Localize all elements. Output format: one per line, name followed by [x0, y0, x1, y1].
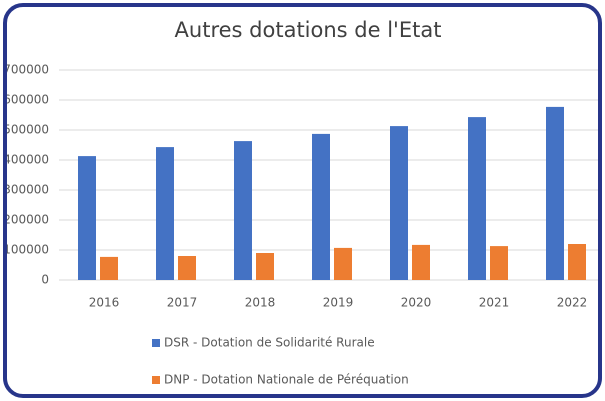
- x-tick-label: 2022: [557, 296, 588, 310]
- bar: [256, 253, 274, 280]
- bar: [490, 246, 508, 280]
- frame: [3, 3, 602, 398]
- y-tick-label: 200000: [3, 213, 49, 227]
- bar: [390, 126, 408, 280]
- y-tick-label: 700000: [3, 63, 49, 77]
- bar: [312, 133, 330, 280]
- x-tick-label: 2017: [167, 296, 198, 310]
- x-tick-label: 2019: [323, 296, 354, 310]
- legend-label: DSR - Dotation de Solidarité Rurale: [164, 336, 375, 350]
- y-tick-label: 300000: [3, 183, 49, 197]
- x-tick-label: 2021: [479, 296, 510, 310]
- chart-title: Autres dotations de l'Etat: [175, 18, 442, 42]
- bar: [412, 244, 430, 280]
- y-tick-label: 400000: [3, 153, 49, 167]
- x-tick-label: 2020: [401, 296, 432, 310]
- x-tick-label: 2018: [245, 296, 276, 310]
- y-tick-label: 500000: [3, 123, 49, 137]
- y-tick-label: 100000: [3, 243, 49, 257]
- bar: [568, 244, 586, 280]
- bar: [100, 256, 118, 280]
- bar: [234, 141, 252, 280]
- x-tick-label: 2016: [89, 296, 120, 310]
- bar: [78, 156, 96, 280]
- legend-swatch: [152, 339, 160, 347]
- legend-label: DNP - Dotation Nationale de Péréquation: [164, 373, 409, 387]
- y-tick-label: 0: [41, 273, 49, 287]
- bar: [178, 256, 196, 280]
- bar: [468, 117, 486, 280]
- bar: [334, 247, 352, 280]
- bar: [156, 147, 174, 280]
- bar: [546, 106, 564, 281]
- y-tick-label: 600000: [3, 93, 49, 107]
- legend-swatch: [152, 376, 160, 384]
